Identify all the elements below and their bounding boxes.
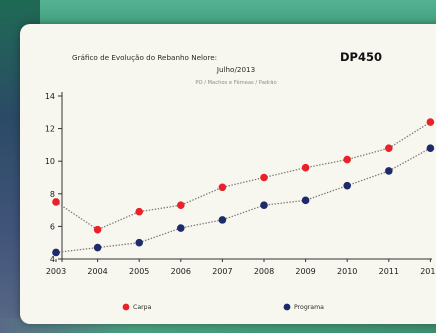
series-line (55, 147, 431, 254)
data-point (426, 144, 435, 152)
x-tick-label: 2007 (212, 267, 232, 276)
data-point (385, 144, 393, 152)
x-tick-label: 2012 (420, 267, 436, 276)
data-point (301, 163, 310, 172)
data-point (301, 196, 310, 205)
x-tick-label: 2008 (254, 267, 274, 276)
x-tick-label: 2003 (46, 267, 66, 276)
x-tick-label: 2004 (87, 267, 107, 276)
data-point (93, 225, 102, 234)
legend-marker (283, 303, 291, 311)
data-point (135, 207, 143, 216)
data-point (218, 216, 227, 224)
chart-subtitle: Julho/2013 (216, 65, 255, 74)
data-point (52, 198, 60, 206)
x-tick-label: 2011 (379, 267, 399, 276)
data-point (426, 118, 435, 126)
x-tick-label: 2010 (337, 267, 357, 276)
data-point (343, 181, 352, 190)
data-point (177, 224, 185, 232)
data-point (93, 243, 102, 252)
x-tick-label: 2009 (295, 267, 315, 276)
x-tick-label: 2006 (171, 267, 191, 276)
data-point (135, 238, 143, 247)
x-tick-label: 2005 (129, 267, 149, 276)
chart-title-bold: DP450 (340, 50, 382, 64)
data-point (177, 201, 185, 210)
y-tick-label: 10 (45, 157, 55, 166)
series-line (55, 121, 431, 231)
data-point (218, 183, 227, 192)
y-tick-label: 4 (50, 255, 55, 264)
legend-label: Carpa (133, 304, 152, 311)
data-point (260, 201, 268, 210)
y-tick-label: 8 (50, 190, 55, 199)
y-tick-label: 12 (45, 125, 55, 134)
data-point (52, 248, 60, 257)
legend-label: Programa (294, 304, 324, 311)
data-point (385, 167, 393, 175)
chart-title: Gráfico de Evolução do Rebanho Nelore: (72, 53, 217, 62)
chart-sub-subtitle: PO / Machos e Fêmeas / Padrão (195, 79, 276, 86)
chart-card (20, 24, 436, 324)
y-tick-label: 14 (45, 92, 55, 101)
legend-marker (122, 303, 130, 311)
data-point (343, 155, 352, 164)
y-tick-label: 6 (50, 222, 55, 231)
data-point (260, 173, 268, 182)
